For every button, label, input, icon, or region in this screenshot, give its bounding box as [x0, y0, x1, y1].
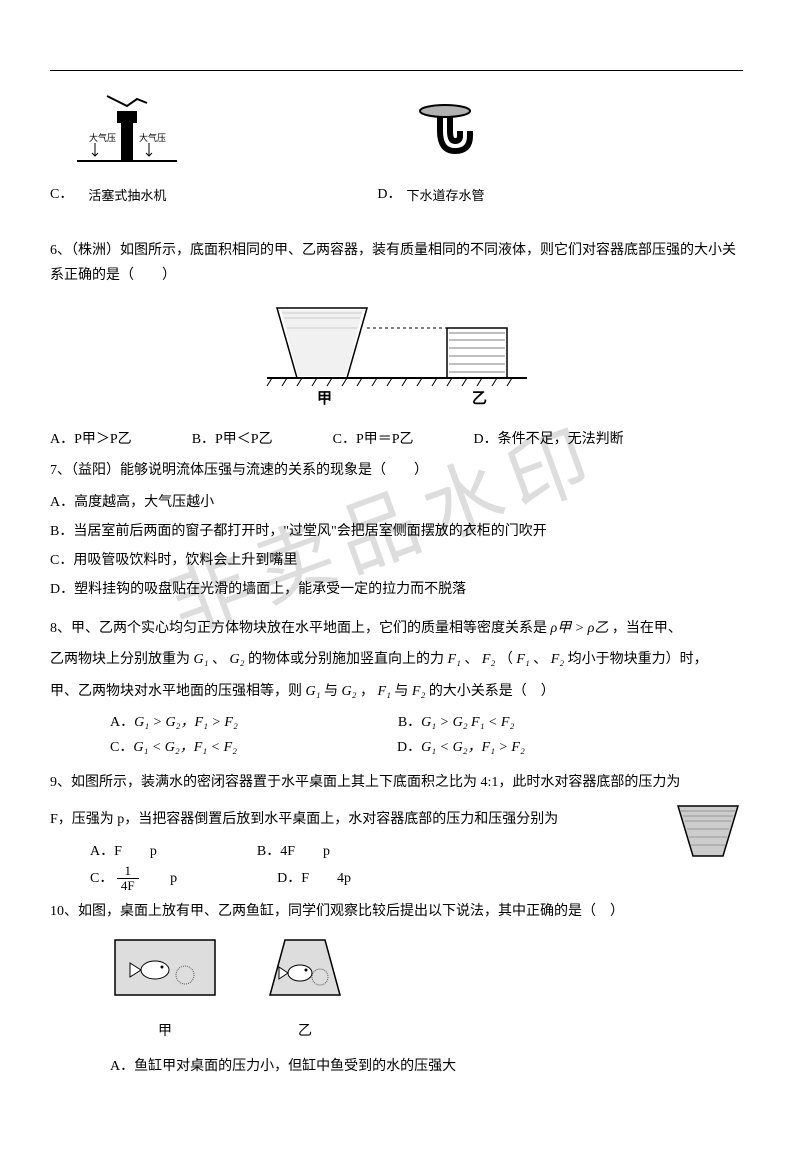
q7-opt-c: C．用吸管吸饮料时，饮料会上升到嘴里 [50, 548, 743, 573]
q9-opt-b: B．4F p [257, 839, 330, 864]
q7-text: 7、（益阳）能够说明流体压强与流速的关系的现象是（ ） [50, 458, 743, 483]
q10-fig-jia-label: 甲 [110, 1019, 220, 1044]
q6-opt-c: C．P甲＝P乙 [333, 427, 414, 452]
q6-opt-a: A．P甲＞P乙 [50, 427, 132, 452]
option-c-label: C． [50, 182, 73, 207]
q6-opt-b: B．P甲＜P乙 [192, 427, 273, 452]
q10-figure: 甲 乙 [50, 935, 743, 1044]
q8-line2: 乙两物块上分别放重为 G₁ 、 G₂ 的物体或分别施加竖直向上的力 F₁ 、 F… [50, 647, 743, 672]
q6-opt-d: D．条件不足，无法判断 [474, 427, 624, 452]
pump-icon: 大气压 大气压 [77, 91, 177, 171]
drain-icon [405, 101, 485, 171]
option-c-block: C． 大气压 大气压 活塞式抽水机 [50, 91, 177, 208]
q8-opts-row1: A．G₁ > G₂，F₁ > F₂ B．G₁ > G₂ F₁ < F₂ [50, 710, 743, 735]
q8-opt-b: B．G₁ > G₂ F₁ < F₂ [398, 710, 515, 735]
q8-opt-a: A．G₁ > G₂，F₁ > F₂ [110, 710, 238, 735]
fish-tank-yi-icon [260, 935, 350, 1010]
q8-opts-row2: C．G₁ < G₂，F₁ < F₂ D．G₁ < G₂，F₁ > F₂ [50, 735, 743, 760]
q7-opt-a: A．高度越高，大气压越小 [50, 490, 743, 515]
q9-line2: F，压强为 p，当把容器倒置后放到水平桌面上，水对容器底部的压力和压强分别为 [50, 807, 643, 832]
svg-text:大气压: 大气压 [139, 132, 166, 143]
drain-figure: 下水道存水管 [405, 101, 485, 208]
svg-text:大气压: 大气压 [89, 132, 116, 143]
top-rule [50, 70, 743, 71]
q7-opt-d: D．塑料挂钩的吸盘贴在光滑的墙面上，能承受一定的拉力而不脱落 [50, 577, 743, 602]
svg-text:甲: 甲 [317, 390, 332, 407]
q8-line3: 甲、乙两物块对水平地面的压强相等，则 G₁ 与 G₂ ， F₁ 与 F₂ 的大小… [50, 679, 743, 704]
option-d-label: D． [377, 182, 401, 207]
q6-text: 6、（株洲）如图所示，底面积相同的甲、乙两容器，装有质量相同的不同液体，则它们对… [50, 238, 743, 288]
q9-opt-a: A．F p [90, 839, 157, 864]
q9-opts-row1: A．F p B．4F p [50, 839, 643, 864]
q10-text: 10、如图，桌面上放有甲、乙两鱼缸，同学们观察比较后提出以下说法，其中正确的是（… [50, 899, 743, 924]
q9-opt-d: D．F 4p [277, 866, 351, 891]
q9-row: F，压强为 p，当把容器倒置后放到水平桌面上，水对容器底部的压力和压强分别为 A… [50, 801, 743, 893]
svg-text:乙: 乙 [472, 391, 487, 407]
options-cd-row: C． 大气压 大气压 活塞式抽水机 D． [50, 91, 743, 208]
q6-options: A．P甲＞P乙 B．P甲＜P乙 C．P甲＝P乙 D．条件不足，无法判断 [50, 427, 743, 452]
q8-opt-c: C．G₁ < G₂，F₁ < F₂ [110, 735, 237, 760]
q10-opt-a: A．鱼缸甲对桌面的压力小，但缸中鱼受到的水的压强大 [50, 1054, 743, 1079]
q8-line1: 8、甲、乙两个实心均匀正方体物块放在水平地面上，它们的质量相等密度关系是 ρ甲 … [50, 616, 743, 641]
q9-trapezoid-icon [673, 801, 743, 861]
q10-fig-yi-label: 乙 [260, 1019, 350, 1044]
q7-opt-b: B．当居室前后两面的窗子都打开时，"过堂风"会把居室侧面摆放的衣柜的门吹开 [50, 519, 743, 544]
q8-opt-d: D．G₁ < G₂，F₁ > F₂ [397, 735, 525, 760]
q9-line1: 9、如图所示，装满水的密闭容器置于水平桌面上其上下底面积之比为 4:1，此时水对… [50, 770, 743, 795]
pump-figure: 大气压 大气压 活塞式抽水机 [77, 91, 177, 208]
q9-opts-row2: C． 14F p D．F 4p [50, 864, 643, 894]
q9-opt-c: C． 14F p [90, 864, 177, 894]
option-d-caption: 下水道存水管 [405, 184, 485, 207]
option-d-block: D． 下水道存水管 [377, 101, 485, 208]
q6-figure: 甲 乙 [50, 298, 743, 417]
fish-tank-jia-icon [110, 935, 220, 1010]
option-c-caption: 活塞式抽水机 [77, 184, 177, 207]
